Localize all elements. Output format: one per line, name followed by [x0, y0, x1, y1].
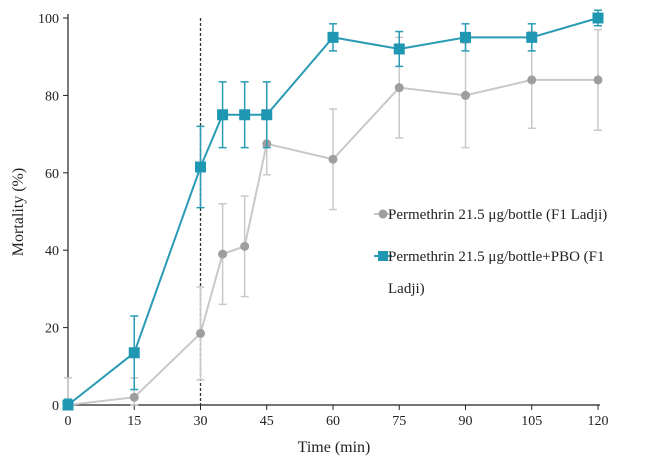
- data-point: [218, 249, 228, 259]
- y-tick-label: 40: [45, 244, 59, 259]
- y-tick-label: 0: [52, 399, 59, 414]
- data-point: [592, 12, 604, 24]
- y-axis-label: Mortality (%): [10, 168, 27, 256]
- data-point: [240, 241, 250, 251]
- data-point: [239, 109, 251, 121]
- data-point: [460, 31, 471, 43]
- y-tick-label: 20: [45, 322, 59, 337]
- x-tick-label: 105: [521, 414, 542, 429]
- x-tick-label: 60: [326, 414, 340, 429]
- x-tick-label: 75: [392, 414, 406, 429]
- data-point: [526, 31, 538, 43]
- x-axis-label: Time (min): [298, 439, 371, 456]
- legend-label-series1: Permethrin 21.5 μg/bottle (F1 Ladji): [388, 207, 607, 223]
- legend-label-series2-line1: Permethrin 21.5 μg/bottle+PBO (F1: [388, 249, 605, 265]
- x-tick-label: 30: [194, 414, 208, 429]
- data-point: [527, 75, 537, 85]
- series-2: [62, 9, 604, 411]
- tick-labels: 0 15 30 45 60 75 90 105 120 0 20 40 60 80 100: [38, 12, 609, 429]
- data-point: [394, 83, 404, 93]
- data-point: [195, 161, 206, 173]
- legend: Permethrin 21.5 μg/bottle (F1 Ladji) Per…: [374, 207, 607, 297]
- legend-label-series2-line2: Ladji): [388, 281, 425, 297]
- data-point: [217, 109, 229, 121]
- data-point: [261, 109, 273, 121]
- data-point: [327, 31, 339, 43]
- data-point: [196, 328, 205, 338]
- data-point: [128, 347, 140, 359]
- data-point: [593, 75, 603, 85]
- x-tick-label: 120: [588, 414, 609, 429]
- legend-marker-series1: [378, 209, 388, 219]
- data-point: [328, 154, 338, 164]
- y-tick-label: 100: [38, 12, 59, 27]
- data-point: [129, 392, 139, 402]
- series-layer: [62, 9, 604, 411]
- legend-marker-series2: [378, 251, 388, 261]
- data-point: [461, 90, 470, 100]
- y-tick-label: 80: [45, 89, 59, 104]
- x-tick-label: 45: [260, 414, 274, 429]
- x-tick-label: 90: [459, 414, 473, 429]
- data-point: [62, 399, 74, 411]
- x-tick-label: 0: [65, 414, 72, 429]
- y-tick-label: 60: [45, 167, 59, 182]
- x-tick-label: 15: [127, 414, 141, 429]
- data-point: [393, 43, 405, 55]
